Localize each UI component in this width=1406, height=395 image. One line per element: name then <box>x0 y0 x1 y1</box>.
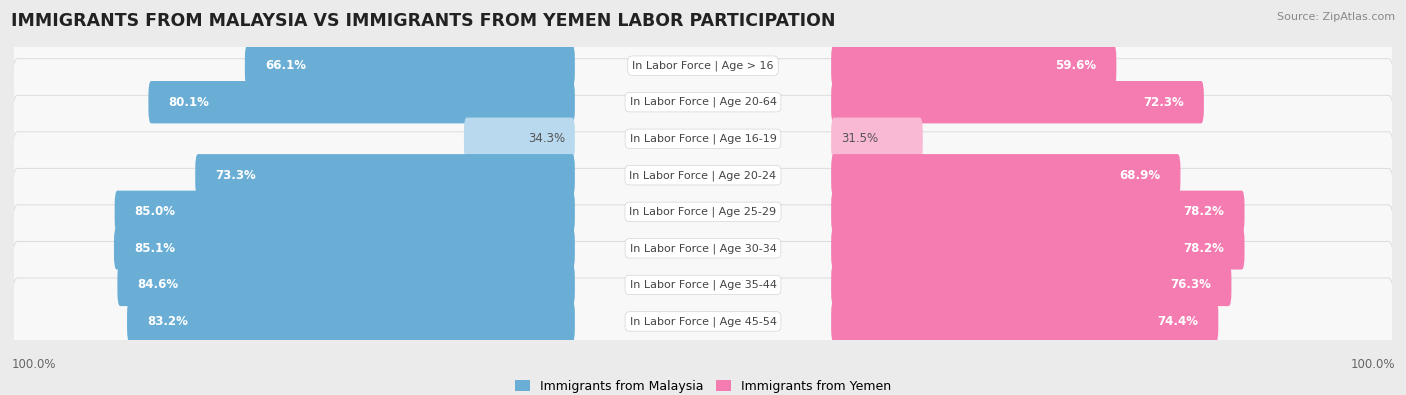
FancyBboxPatch shape <box>831 227 1244 269</box>
FancyBboxPatch shape <box>831 264 1232 306</box>
FancyBboxPatch shape <box>13 22 1393 109</box>
FancyBboxPatch shape <box>831 191 1244 233</box>
FancyBboxPatch shape <box>464 118 575 160</box>
Text: 83.2%: 83.2% <box>148 315 188 328</box>
Legend: Immigrants from Malaysia, Immigrants from Yemen: Immigrants from Malaysia, Immigrants fro… <box>510 375 896 395</box>
FancyBboxPatch shape <box>831 118 922 160</box>
FancyBboxPatch shape <box>13 241 1393 328</box>
Text: In Labor Force | Age 16-19: In Labor Force | Age 16-19 <box>630 134 776 144</box>
Text: 59.6%: 59.6% <box>1056 59 1097 72</box>
FancyBboxPatch shape <box>13 132 1393 219</box>
FancyBboxPatch shape <box>13 278 1393 365</box>
Text: In Labor Force | Age 25-29: In Labor Force | Age 25-29 <box>630 207 776 217</box>
FancyBboxPatch shape <box>13 205 1393 292</box>
Text: IMMIGRANTS FROM MALAYSIA VS IMMIGRANTS FROM YEMEN LABOR PARTICIPATION: IMMIGRANTS FROM MALAYSIA VS IMMIGRANTS F… <box>11 12 835 30</box>
FancyBboxPatch shape <box>117 264 575 306</box>
Text: In Labor Force | Age 45-54: In Labor Force | Age 45-54 <box>630 316 776 327</box>
Text: 85.0%: 85.0% <box>135 205 176 218</box>
Text: 66.1%: 66.1% <box>264 59 307 72</box>
Text: In Labor Force | Age 20-64: In Labor Force | Age 20-64 <box>630 97 776 107</box>
FancyBboxPatch shape <box>831 300 1219 342</box>
FancyBboxPatch shape <box>245 45 575 87</box>
Text: 76.3%: 76.3% <box>1171 278 1212 292</box>
Text: 100.0%: 100.0% <box>1350 358 1395 371</box>
Text: 80.1%: 80.1% <box>169 96 209 109</box>
Text: 34.3%: 34.3% <box>529 132 565 145</box>
Text: 78.2%: 78.2% <box>1184 242 1225 255</box>
Text: 84.6%: 84.6% <box>138 278 179 292</box>
FancyBboxPatch shape <box>13 168 1393 255</box>
FancyBboxPatch shape <box>13 59 1393 146</box>
FancyBboxPatch shape <box>115 191 575 233</box>
Text: 85.1%: 85.1% <box>134 242 174 255</box>
FancyBboxPatch shape <box>831 154 1181 196</box>
Text: 73.3%: 73.3% <box>215 169 256 182</box>
Text: In Labor Force | Age 20-24: In Labor Force | Age 20-24 <box>630 170 776 181</box>
Text: 72.3%: 72.3% <box>1143 96 1184 109</box>
FancyBboxPatch shape <box>831 45 1116 87</box>
Text: 78.2%: 78.2% <box>1184 205 1225 218</box>
FancyBboxPatch shape <box>149 81 575 123</box>
Text: 68.9%: 68.9% <box>1119 169 1160 182</box>
FancyBboxPatch shape <box>114 227 575 269</box>
Text: 74.4%: 74.4% <box>1157 315 1198 328</box>
FancyBboxPatch shape <box>195 154 575 196</box>
Text: 100.0%: 100.0% <box>11 358 56 371</box>
Text: Source: ZipAtlas.com: Source: ZipAtlas.com <box>1277 12 1395 22</box>
FancyBboxPatch shape <box>127 300 575 342</box>
FancyBboxPatch shape <box>831 81 1204 123</box>
Text: 31.5%: 31.5% <box>841 132 877 145</box>
Text: In Labor Force | Age 35-44: In Labor Force | Age 35-44 <box>630 280 776 290</box>
Text: In Labor Force | Age > 16: In Labor Force | Age > 16 <box>633 60 773 71</box>
FancyBboxPatch shape <box>13 95 1393 182</box>
Text: In Labor Force | Age 30-34: In Labor Force | Age 30-34 <box>630 243 776 254</box>
